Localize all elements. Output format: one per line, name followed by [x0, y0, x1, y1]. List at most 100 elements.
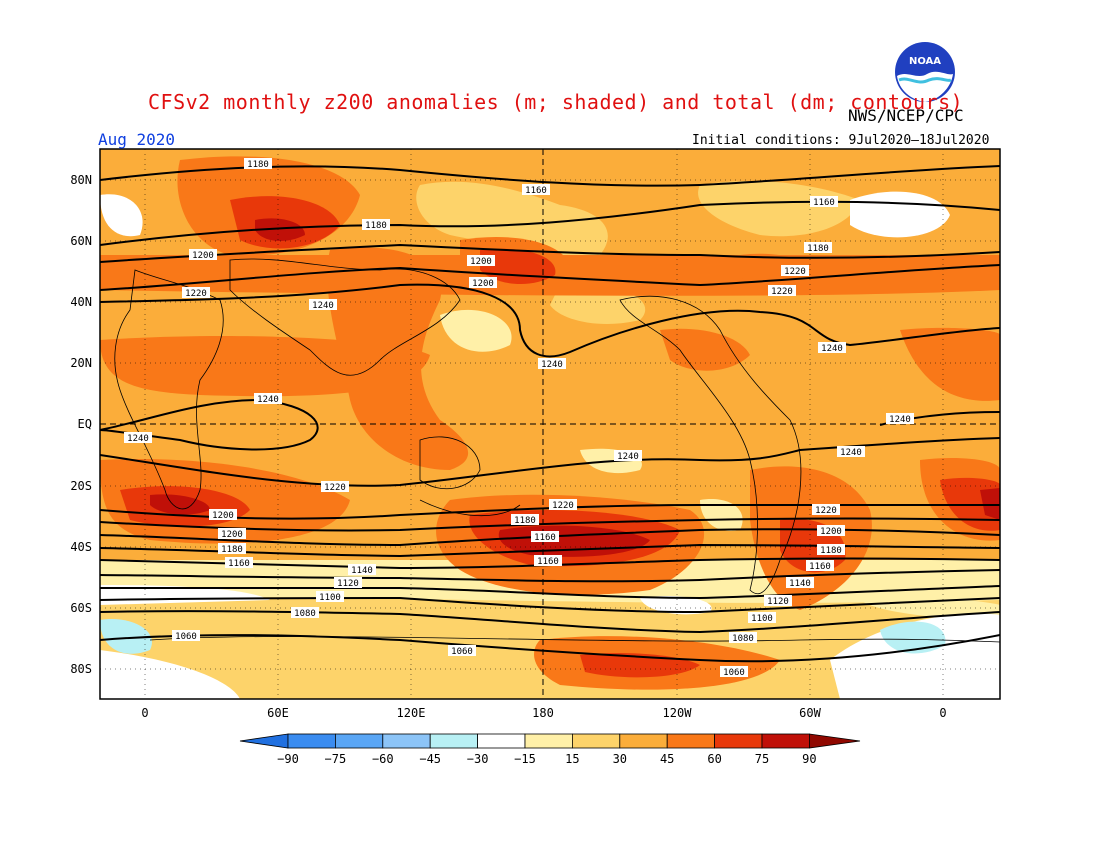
svg-text:1240: 1240: [821, 344, 843, 354]
colorbar-tick-label: 75: [754, 752, 770, 766]
contour-label: 1240: [254, 393, 282, 405]
colorbar-tick-label: −60: [371, 752, 394, 766]
contour-label: 1060: [172, 630, 200, 642]
contour-label: 1200: [469, 277, 497, 289]
contour-label: 1240: [538, 358, 566, 370]
lon-tick-60w: 60W: [799, 706, 821, 720]
lat-tick-20s: 20S: [70, 479, 92, 493]
contour-label: 1200: [817, 525, 845, 537]
lat-tick-60n: 60N: [70, 234, 92, 248]
svg-text:1220: 1220: [784, 267, 806, 277]
contour-label: 1160: [810, 196, 838, 208]
contour-label: 1160: [531, 531, 559, 543]
svg-text:1200: 1200: [472, 279, 494, 289]
svg-text:1240: 1240: [257, 395, 279, 405]
svg-text:1060: 1060: [451, 647, 473, 657]
agency-label: NWS/NCEP/CPC: [848, 106, 964, 125]
svg-text:1200: 1200: [820, 527, 842, 537]
colorbar-tick-label: 90: [802, 752, 817, 766]
contour-label: 1160: [806, 560, 834, 572]
contour-label: 1180: [804, 242, 832, 254]
contour-label: 1060: [720, 666, 748, 678]
svg-text:1220: 1220: [815, 506, 837, 516]
svg-text:1200: 1200: [470, 257, 492, 267]
lon-tick-120e: 120E: [396, 706, 426, 720]
lon-tick-120w: 120W: [662, 706, 692, 720]
svg-text:1120: 1120: [767, 597, 789, 607]
contour-label: 1100: [316, 591, 344, 603]
lat-tick-40n: 40N: [70, 295, 92, 309]
svg-text:1240: 1240: [127, 434, 149, 444]
colorbar-tick-label: 15: [565, 752, 580, 766]
svg-text:1240: 1240: [617, 452, 639, 462]
contour-label: 1160: [225, 557, 253, 569]
svg-text:1160: 1160: [228, 559, 250, 569]
svg-text:1160: 1160: [809, 562, 831, 572]
svg-text:1240: 1240: [312, 301, 334, 311]
reference-lines: [100, 149, 1000, 699]
contour-label: 1180: [244, 158, 272, 170]
contour-label: 1140: [348, 564, 376, 576]
svg-text:1160: 1160: [525, 186, 547, 196]
lon-tick-180: 180: [532, 706, 554, 720]
logo-text: NOAA: [909, 56, 941, 67]
contour-label: 1180: [511, 514, 539, 526]
contour-label: 1200: [209, 509, 237, 521]
colorbar-tick-label: 45: [659, 752, 675, 766]
colorbar-tick-label: −90: [277, 752, 299, 766]
svg-text:1180: 1180: [820, 546, 842, 556]
svg-text:1180: 1180: [221, 545, 243, 555]
lat-tick-80s: 80S: [70, 662, 92, 676]
svg-text:1200: 1200: [212, 511, 234, 521]
contour-label: 1060: [448, 645, 476, 657]
contour-labels: 1180 1160 1160 1180 1200 1200 1180 1220 1220 1200…: [124, 158, 914, 678]
colorbar-tick-label: −30: [466, 752, 489, 766]
contour-label: 1200: [218, 528, 246, 540]
svg-text:1240: 1240: [889, 415, 911, 425]
lon-tick-0-east: 0: [939, 706, 947, 720]
contour-label: 1220: [182, 287, 210, 299]
contour-label: 1240: [837, 446, 865, 458]
svg-text:1080: 1080: [294, 609, 316, 619]
contour-label: 1240: [614, 450, 642, 462]
contour-label: 1240: [818, 342, 846, 354]
svg-text:1220: 1220: [185, 289, 207, 299]
svg-text:1220: 1220: [552, 501, 574, 511]
contour-label: 1160: [522, 184, 550, 196]
svg-text:1060: 1060: [175, 632, 197, 642]
contour-label: 1240: [309, 299, 337, 311]
contour-label: 1220: [781, 265, 809, 277]
svg-text:1180: 1180: [514, 516, 536, 526]
colorbar-tick-label: −75: [324, 752, 347, 766]
svg-text:1180: 1180: [365, 221, 387, 231]
contour-label: 1240: [124, 432, 152, 444]
svg-text:1200: 1200: [221, 530, 243, 540]
svg-text:1240: 1240: [541, 360, 563, 370]
colorbar-tick-label: 60: [707, 752, 722, 766]
lat-tick-20n: 20N: [70, 356, 92, 370]
svg-text:1220: 1220: [324, 483, 346, 493]
contour-label: 1200: [467, 255, 495, 267]
contour-label: 1180: [817, 544, 845, 556]
svg-text:1120: 1120: [337, 579, 359, 589]
contour-label: 1220: [812, 504, 840, 516]
contour-label: 1180: [362, 219, 390, 231]
contour-label: 1240: [886, 413, 914, 425]
svg-text:1080: 1080: [732, 634, 754, 644]
svg-text:1220: 1220: [771, 287, 793, 297]
svg-text:1100: 1100: [319, 593, 341, 603]
svg-text:1060: 1060: [723, 668, 745, 678]
contour-label: 1120: [764, 595, 792, 607]
lat-tick-40s: 40S: [70, 540, 92, 554]
svg-text:1160: 1160: [813, 198, 835, 208]
contour-label: 1220: [549, 499, 577, 511]
colorbar-tick-label: −15: [514, 752, 536, 766]
svg-text:1140: 1140: [351, 566, 373, 576]
lon-tick-0: 0: [141, 706, 149, 720]
svg-text:1180: 1180: [807, 244, 829, 254]
svg-text:1160: 1160: [537, 557, 559, 567]
contour-label: 1120: [334, 577, 362, 589]
contour-label: 1180: [218, 543, 246, 555]
contour-label: 1080: [729, 632, 757, 644]
colorbar-tick-label: 30: [612, 752, 628, 766]
